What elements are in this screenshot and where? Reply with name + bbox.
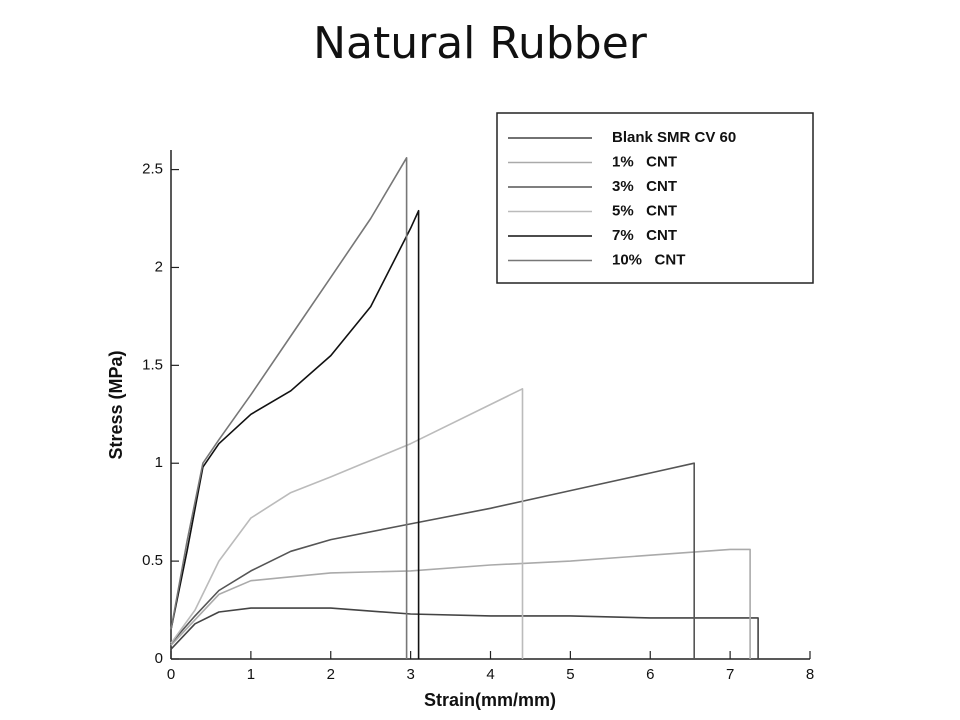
legend-box bbox=[496, 112, 814, 284]
x-tick-label: 6 bbox=[646, 666, 654, 683]
x-tick-label: 7 bbox=[726, 666, 734, 683]
legend-label: 5% CNT bbox=[612, 202, 677, 219]
y-tick-label: 0.5 bbox=[142, 552, 163, 569]
series-line bbox=[170, 388, 524, 659]
legend-label: 7% CNT bbox=[612, 227, 677, 244]
x-tick-label: 4 bbox=[486, 666, 494, 683]
y-tick-label: 2 bbox=[155, 258, 163, 275]
y-tick-label: 0 bbox=[155, 650, 163, 667]
x-tick-label: 1 bbox=[247, 666, 255, 683]
legend-label: 1% CNT bbox=[612, 153, 677, 170]
y-axis-label: Stress (MPa) bbox=[106, 350, 126, 459]
series-line bbox=[170, 209, 420, 659]
y-tick-label: 1.5 bbox=[142, 356, 163, 373]
x-tick-label: 8 bbox=[806, 666, 814, 683]
x-tick-label: 5 bbox=[566, 666, 574, 683]
x-tick-label: 2 bbox=[327, 666, 335, 683]
legend-label: 10% CNT bbox=[612, 251, 685, 268]
legend-label: Blank SMR CV 60 bbox=[612, 129, 736, 146]
series-line bbox=[170, 157, 408, 659]
slide-title: Natural Rubber bbox=[313, 18, 648, 69]
x-axis-label: Strain(mm/mm) bbox=[424, 690, 556, 710]
y-tick-label: 1 bbox=[155, 454, 163, 471]
x-tick-label: 0 bbox=[167, 666, 175, 683]
legend-label: 3% CNT bbox=[612, 178, 677, 195]
series-line bbox=[170, 607, 759, 659]
series-line bbox=[170, 462, 695, 659]
series-line bbox=[170, 548, 751, 659]
x-tick-label: 3 bbox=[406, 666, 414, 683]
y-tick-label: 2.5 bbox=[142, 161, 163, 178]
